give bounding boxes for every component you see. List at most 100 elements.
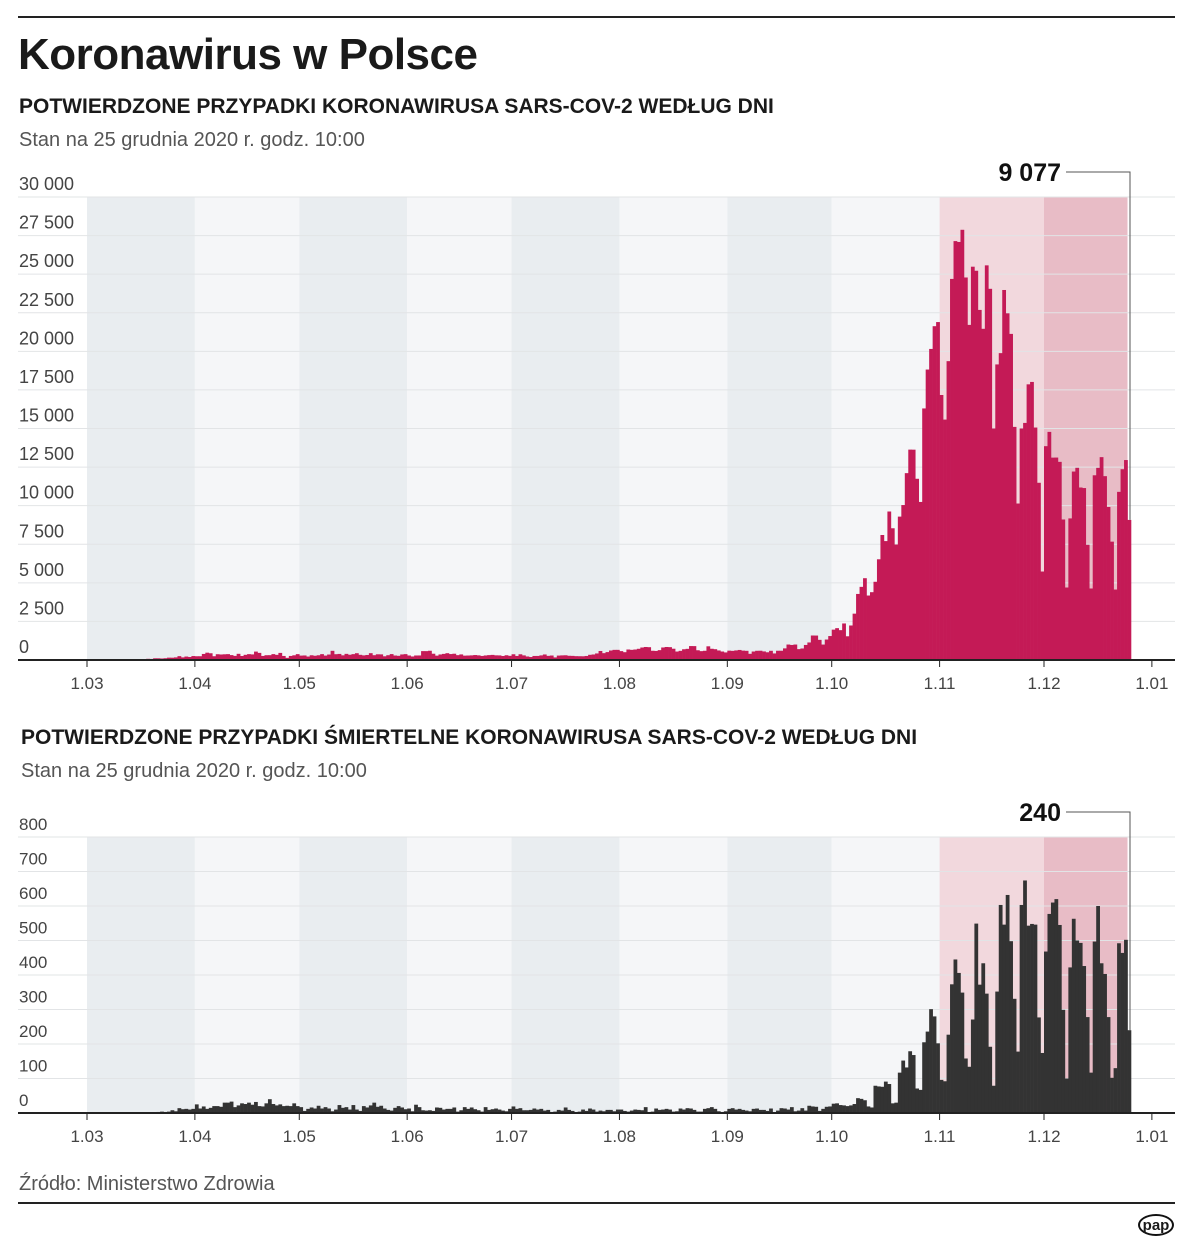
bar bbox=[539, 655, 544, 660]
x-tick-label: 1.05 bbox=[283, 674, 316, 693]
bar bbox=[459, 654, 464, 660]
bar bbox=[191, 656, 196, 660]
x-tick-label: 1.12 bbox=[1027, 1127, 1060, 1146]
bar bbox=[354, 1109, 359, 1113]
bar bbox=[831, 629, 836, 660]
bar bbox=[459, 1110, 464, 1113]
bar bbox=[281, 1106, 286, 1113]
bar bbox=[535, 1109, 540, 1113]
bar bbox=[497, 1109, 502, 1113]
bar bbox=[1127, 519, 1132, 660]
bar bbox=[546, 1109, 551, 1113]
bar bbox=[838, 1105, 843, 1113]
bar bbox=[233, 1107, 237, 1113]
bar bbox=[932, 326, 937, 660]
bar bbox=[358, 654, 363, 660]
bar bbox=[783, 1108, 787, 1113]
bar bbox=[668, 647, 672, 660]
bar bbox=[838, 630, 843, 660]
x-tick-label: 1.11 bbox=[924, 674, 956, 693]
bar bbox=[1026, 925, 1031, 1113]
bar bbox=[856, 593, 860, 660]
bar bbox=[1047, 913, 1052, 1113]
bar bbox=[309, 1107, 314, 1113]
bar bbox=[563, 1107, 568, 1113]
bar bbox=[1019, 904, 1024, 1113]
bar bbox=[842, 1105, 846, 1113]
bar bbox=[598, 1110, 603, 1113]
bar bbox=[567, 1109, 572, 1113]
bar bbox=[859, 586, 864, 660]
bar bbox=[522, 1110, 526, 1113]
bar bbox=[254, 1101, 258, 1113]
bar bbox=[205, 1108, 210, 1113]
bar bbox=[654, 650, 659, 660]
y-tick-label: 0 bbox=[19, 1091, 28, 1110]
bar bbox=[466, 1108, 471, 1113]
bar bbox=[615, 1109, 620, 1113]
bar bbox=[650, 650, 655, 660]
bar bbox=[1127, 1030, 1132, 1113]
bar bbox=[741, 1109, 746, 1113]
bar bbox=[1009, 941, 1013, 1113]
bar bbox=[448, 654, 453, 660]
bar bbox=[856, 1098, 860, 1113]
bar bbox=[1050, 902, 1055, 1113]
bar bbox=[229, 1101, 234, 1113]
bar bbox=[1030, 381, 1034, 660]
bar bbox=[288, 1106, 293, 1113]
bar bbox=[647, 647, 652, 660]
bar bbox=[984, 265, 989, 660]
bar bbox=[890, 528, 895, 660]
bar bbox=[685, 1108, 690, 1113]
bar bbox=[664, 646, 669, 660]
bar bbox=[619, 1109, 624, 1113]
bar bbox=[883, 541, 888, 660]
bar bbox=[636, 648, 641, 660]
bar bbox=[334, 1109, 338, 1113]
y-tick-label: 17 500 bbox=[19, 367, 74, 387]
bar bbox=[501, 1110, 505, 1113]
bar bbox=[1106, 1017, 1111, 1113]
bar bbox=[316, 655, 321, 660]
bar bbox=[807, 642, 812, 660]
bar bbox=[734, 1109, 739, 1113]
bar bbox=[271, 1104, 276, 1113]
bar bbox=[476, 655, 481, 660]
bar bbox=[730, 650, 735, 660]
bar bbox=[424, 651, 429, 660]
bar bbox=[615, 649, 620, 660]
bar bbox=[1099, 457, 1104, 660]
bar bbox=[817, 639, 822, 660]
bar bbox=[887, 511, 892, 660]
bar bbox=[306, 1108, 311, 1113]
x-tick-label: 1.03 bbox=[70, 1127, 103, 1146]
bar bbox=[584, 1110, 589, 1113]
x-tick-label: 1.06 bbox=[391, 674, 424, 693]
bar bbox=[716, 650, 721, 660]
bar bbox=[236, 653, 241, 660]
x-tick-label: 1.01 bbox=[1135, 674, 1168, 693]
bar bbox=[654, 1108, 659, 1113]
bar bbox=[894, 544, 899, 660]
bar bbox=[702, 650, 707, 660]
bar bbox=[320, 1108, 324, 1113]
bar bbox=[483, 655, 488, 660]
bar bbox=[977, 309, 982, 660]
bar bbox=[950, 278, 954, 660]
bar bbox=[953, 959, 958, 1113]
bar bbox=[431, 653, 436, 660]
bar bbox=[758, 1109, 763, 1113]
bar bbox=[288, 655, 293, 660]
bar bbox=[372, 1102, 377, 1113]
bar bbox=[226, 654, 230, 660]
bar bbox=[581, 656, 585, 660]
bar bbox=[518, 1108, 523, 1113]
y-tick-label: 12 500 bbox=[19, 444, 74, 464]
bar bbox=[988, 288, 993, 660]
deaths-chart-subtitle: Stan na 25 grudnia 2020 r. godz. 10:00 bbox=[21, 760, 367, 782]
bar bbox=[313, 1108, 317, 1113]
bar bbox=[532, 655, 537, 660]
bar bbox=[796, 649, 801, 660]
bar bbox=[957, 972, 961, 1113]
